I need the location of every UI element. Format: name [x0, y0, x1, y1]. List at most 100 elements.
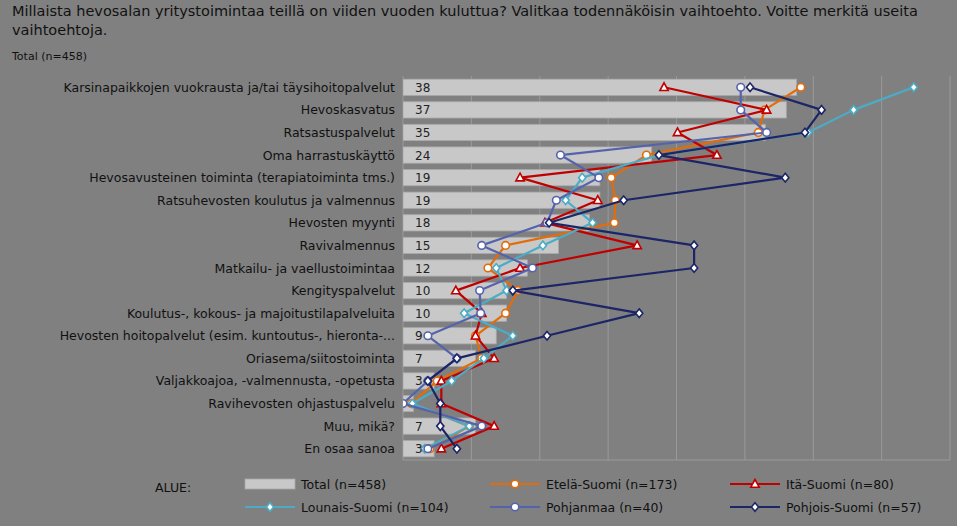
marker: [737, 106, 745, 114]
category-label: Karsinapaikkojen vuokrausta ja/tai täysi…: [64, 80, 396, 95]
bar: [403, 350, 476, 366]
category-label: Hevosten hoitopalvelut (esim. kuntoutus-…: [60, 328, 395, 343]
marker: [691, 241, 698, 250]
legend-marker: [751, 503, 758, 512]
marker: [655, 151, 662, 160]
data-label: 10: [415, 307, 430, 321]
chart: Karsinapaikkojen vuokrausta ja/tai täysi…: [0, 0, 957, 526]
marker: [782, 173, 789, 182]
marker: [490, 354, 498, 362]
legend-label: Pohjanmaa (n=40): [546, 500, 663, 515]
data-label: 7: [415, 420, 423, 434]
marker: [471, 331, 479, 339]
marker: [516, 173, 524, 181]
data-label: 37: [415, 103, 430, 117]
category-label: Muu, mikä?: [323, 419, 395, 434]
series-line: [441, 87, 766, 448]
legend-label: Etelä-Suomi (n=173): [546, 477, 677, 492]
marker: [633, 241, 641, 249]
category-label: Ratsastuspalvelut: [284, 125, 396, 140]
marker: [453, 444, 460, 453]
marker: [437, 376, 445, 384]
legend-marker: [511, 480, 519, 488]
marker: [589, 219, 596, 228]
marker: [529, 264, 537, 272]
marker: [691, 264, 698, 273]
marker: [424, 445, 432, 453]
category-label: Ratsuhevosten koulutus ja valmennus: [157, 193, 395, 208]
marker: [484, 264, 492, 272]
marker: [539, 241, 546, 250]
marker: [611, 219, 619, 227]
data-label: 7: [415, 352, 423, 366]
marker: [448, 377, 455, 386]
legend-label: Pohjois-Suomi (n=57): [786, 500, 921, 515]
data-label: 10: [415, 284, 430, 298]
marker: [472, 332, 480, 340]
grid-line: [950, 76, 951, 460]
marker: [746, 83, 753, 92]
category-label: Oma harrastuskäyttö: [263, 148, 395, 163]
series-line: [428, 87, 822, 448]
marker: [636, 309, 643, 318]
marker: [509, 331, 516, 340]
series-line: [403, 87, 767, 448]
marker: [437, 399, 444, 408]
legend-item: Pohjanmaa (n=40): [490, 500, 663, 515]
marker: [797, 83, 805, 91]
legend-marker: [266, 503, 273, 512]
marker: [801, 128, 808, 137]
marker: [557, 151, 565, 159]
legend-item: Pohjois-Suomi (n=57): [730, 500, 921, 515]
category-label: Valjakkoajoa, -valmennusta, -opetusta: [156, 373, 395, 388]
marker: [480, 354, 487, 363]
subtitle: Total (n=458): [12, 50, 87, 63]
legend-item: Itä-Suomi (n=80): [730, 477, 894, 492]
marker: [493, 264, 500, 273]
marker: [543, 331, 550, 340]
series-line: [412, 87, 913, 448]
marker: [673, 128, 681, 136]
marker: [403, 400, 407, 408]
marker: [818, 106, 825, 115]
marker: [490, 422, 498, 430]
category-label: Kengityspalvelut: [291, 283, 395, 298]
marker: [762, 105, 770, 113]
marker: [452, 286, 460, 294]
marker: [437, 422, 444, 431]
bar: [403, 215, 589, 231]
category-label: Matkailu- ja vaellustoimintaa: [215, 261, 395, 276]
marker: [424, 377, 431, 386]
data-label: 9: [415, 329, 423, 343]
legend-item: Lounais-Suomi (n=104): [245, 500, 449, 515]
marker: [453, 354, 460, 363]
grid-line: [881, 76, 882, 460]
legend-marker: [511, 503, 519, 511]
marker: [910, 83, 917, 92]
data-label: 3: [415, 374, 423, 388]
marker: [579, 173, 586, 182]
marker: [607, 174, 615, 182]
grid-line: [813, 76, 814, 460]
marker: [509, 286, 516, 295]
legend-item: Total (n=458): [245, 477, 386, 492]
bar: [403, 102, 786, 118]
x-axis-line: [403, 460, 950, 461]
category-label: Ravihevosten ohjastuspalvelu: [208, 396, 395, 411]
marker: [737, 83, 745, 91]
data-label: 38: [415, 81, 430, 95]
marker: [477, 309, 485, 317]
legend-label: Lounais-Suomi (n=104): [301, 500, 449, 515]
marker: [553, 196, 561, 204]
data-label: 12: [415, 262, 430, 276]
marker: [713, 151, 721, 159]
category-label: Hevoskasvatus: [301, 102, 395, 117]
bar: [403, 305, 507, 321]
legend-label: Total (n=458): [300, 477, 386, 492]
data-labels: 383735241919181512101097373: [415, 81, 430, 456]
marker: [660, 83, 668, 91]
marker: [424, 332, 432, 340]
data-label: 35: [415, 126, 430, 140]
category-label: Oriasema/siitostoiminta: [246, 351, 395, 366]
marker: [850, 106, 857, 115]
